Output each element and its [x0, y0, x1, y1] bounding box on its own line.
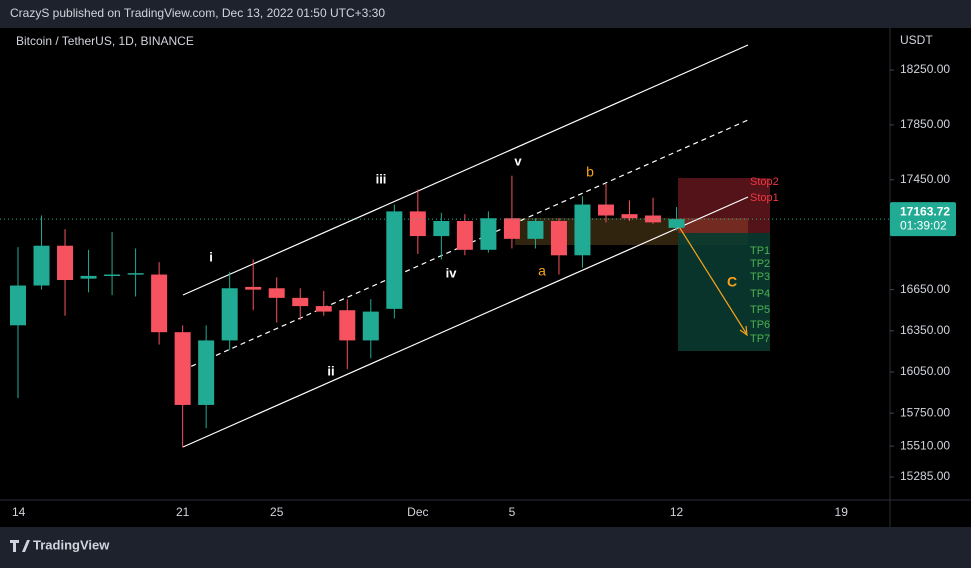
y-tick-label: 15750.00: [900, 405, 950, 419]
candle-body: [80, 275, 97, 279]
annotation: b: [586, 164, 594, 180]
y-tick-label: 16050.00: [900, 364, 950, 378]
candle-body: [598, 204, 614, 216]
candle-body: [245, 286, 262, 290]
candle-body: [57, 245, 74, 281]
y-tick-label: 15285.00: [900, 469, 950, 483]
candle-body: [362, 311, 379, 341]
y-tick-label: 16350.00: [900, 323, 950, 337]
annotation: TP3: [750, 271, 770, 283]
x-tick-label: 14: [12, 505, 26, 519]
y-tick-label: 15510.00: [900, 438, 950, 452]
chart-title: Bitcoin / TetherUS, 1D, BINANCE: [16, 34, 194, 48]
candle-body: [456, 220, 473, 250]
candle-body: [198, 340, 215, 405]
candle-body: [645, 215, 662, 223]
candle-body: [386, 211, 403, 309]
annotation: TP6: [750, 319, 770, 331]
candle-body: [151, 274, 168, 333]
risk-box: [678, 178, 770, 233]
candle-body: [268, 288, 285, 298]
candle-body: [409, 211, 426, 237]
candle-body: [10, 285, 26, 326]
last-price-box: [890, 202, 956, 237]
candle-body: [550, 220, 567, 256]
annotation: TP5: [750, 304, 770, 316]
x-tick-label: 25: [270, 505, 284, 519]
candle-body: [292, 297, 309, 307]
annotation: i: [209, 249, 213, 264]
annotation: v: [514, 153, 522, 168]
y-tick-label: 18250.00: [900, 62, 950, 76]
annotation: iv: [446, 265, 458, 280]
x-tick-label: 21: [176, 505, 190, 519]
candle-body: [433, 220, 450, 237]
annotation: TP1: [750, 245, 770, 257]
annotation: a: [538, 263, 546, 279]
projection-arrow: [677, 224, 747, 334]
candle-body: [33, 245, 50, 286]
last-price-label: 17163.72: [900, 204, 950, 218]
candle-body: [621, 214, 638, 219]
plot: 18250.00 17850.00 17450.00 16650.00 16350.00…: [0, 62, 956, 519]
y-axis-label: USDT: [900, 33, 933, 47]
x-tick-label: 12: [670, 505, 684, 519]
reward-box: [678, 233, 770, 351]
annotation: TP7: [750, 333, 770, 345]
annotation: TP2: [750, 258, 770, 270]
channel-lower: [182, 196, 749, 448]
x-tick-label: 19: [835, 505, 849, 519]
x-tick-label: Dec: [407, 505, 428, 519]
annotation: ii: [327, 363, 334, 378]
candle-body: [503, 218, 520, 239]
annotation: C: [727, 274, 737, 290]
candle-body: [127, 273, 144, 275]
candle-body: [339, 310, 356, 341]
annotation: Stop1: [750, 192, 779, 204]
x-tick-label: 5: [509, 505, 516, 519]
chart-background: [0, 28, 971, 527]
candle-body: [527, 220, 544, 239]
y-tick-label: 16650.00: [900, 282, 950, 296]
publish-header: CrazyS published on TradingView.com, Dec…: [10, 6, 385, 20]
brand-name: TradingView: [33, 537, 110, 552]
y-tick-label: 17450.00: [900, 172, 950, 186]
candle-body: [174, 332, 191, 405]
candle-body: [668, 219, 685, 228]
candle-body: [315, 306, 332, 312]
candle-body: [574, 204, 591, 256]
arrow-head: [739, 325, 748, 337]
candle-body: [480, 218, 497, 250]
annotation: TP4: [750, 288, 770, 300]
annotation: iii: [376, 171, 387, 186]
y-tick-label: 17850.00: [900, 117, 950, 131]
annotation: Stop2: [750, 176, 779, 188]
countdown: 01:39:02: [900, 218, 947, 232]
candle-body: [221, 288, 238, 341]
candle-body: [104, 274, 121, 277]
brand-logo: [10, 540, 30, 552]
channel-upper: [182, 44, 749, 296]
